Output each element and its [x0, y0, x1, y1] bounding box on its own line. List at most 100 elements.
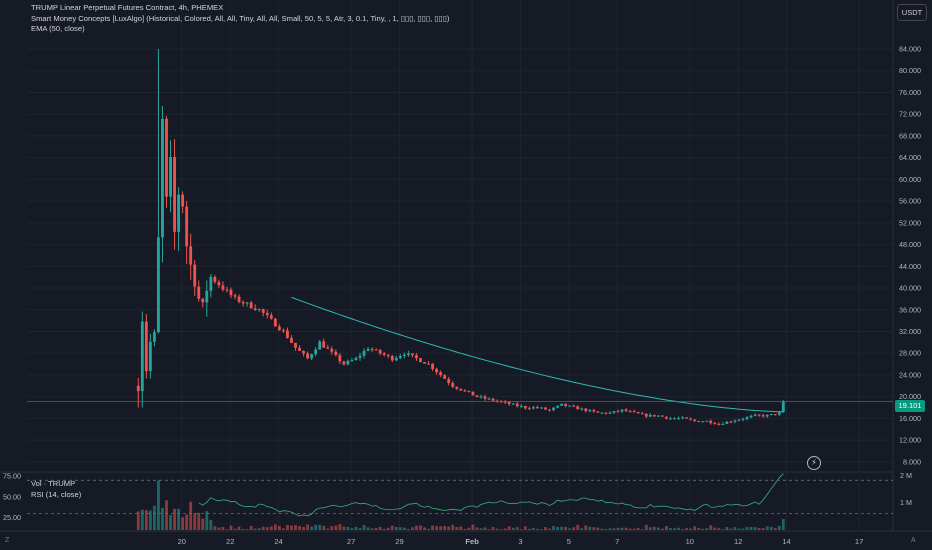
volume-bar [777, 525, 781, 530]
volume-bar [217, 527, 221, 530]
volume-bar [580, 528, 584, 530]
volume-bar [411, 527, 414, 530]
volume-bar [523, 526, 527, 530]
candle-body [161, 118, 164, 238]
volume-bar [669, 528, 672, 530]
candle-body [431, 363, 434, 369]
volume-bar [386, 527, 390, 530]
volume-pane-legend[interactable]: Vol · TRUMP [31, 479, 76, 488]
price-axis-label: 60.000 [899, 175, 921, 184]
volume-bar [290, 525, 293, 530]
candle-body [378, 349, 382, 354]
volume-bar [673, 528, 676, 530]
candle-body [427, 363, 430, 365]
candle-body [157, 237, 160, 333]
volume-bar [378, 526, 382, 530]
volume-bar [705, 528, 709, 530]
candle-body [322, 341, 326, 348]
volume-bar [499, 529, 503, 530]
candle-body [205, 290, 209, 303]
price-axis-label: 68.000 [899, 131, 921, 140]
volume-bar [406, 528, 410, 530]
candle-body [382, 353, 386, 355]
candle-body [136, 385, 140, 392]
candle-body [519, 406, 523, 408]
candle-body [229, 289, 233, 296]
volume-bar [604, 528, 608, 530]
candle-body [439, 372, 443, 376]
time-axis-label: 12 [734, 537, 742, 546]
candle-body [334, 351, 338, 356]
candle-body [447, 378, 451, 384]
rsi-axis-label: 25.00 [3, 513, 21, 522]
volume-bar [459, 526, 463, 530]
volume-bar [205, 511, 209, 530]
price-axis-label: 44.000 [899, 262, 921, 271]
candle-body [693, 419, 697, 422]
candle-body [503, 401, 507, 403]
candle-body [757, 414, 761, 416]
volume-bar [749, 526, 753, 530]
volume-bar [439, 526, 443, 530]
currency-button[interactable]: USDT [897, 4, 927, 21]
volume-bar [624, 527, 628, 530]
candle-body [636, 412, 640, 414]
volume-bar [757, 528, 761, 530]
volume-bar [765, 526, 769, 530]
candle-body [185, 206, 189, 247]
candle-body [181, 194, 185, 207]
candle-body [665, 416, 668, 419]
volume-bar [362, 525, 366, 530]
bolt-icon[interactable]: ⚡ [807, 456, 821, 470]
volume-bar [136, 511, 140, 530]
volume-bar [294, 525, 297, 530]
candle-body [487, 398, 491, 400]
timezone-z-label[interactable]: Z [5, 537, 10, 544]
candle-body [511, 403, 515, 405]
ema-line [291, 296, 784, 413]
candle-body [660, 415, 664, 417]
price-axis-label: 8.000 [903, 457, 921, 466]
volume-bar [544, 527, 547, 530]
candle-body [282, 330, 285, 332]
volume-bar [471, 524, 475, 530]
time-axis-label: 5 [567, 537, 571, 546]
candle-body [152, 332, 156, 342]
volume-bar [225, 529, 229, 530]
rsi-pane-legend[interactable]: RSI (14, close) [31, 490, 82, 499]
candle-body [314, 349, 318, 355]
volume-bar [483, 527, 487, 530]
volume-bar [402, 527, 406, 530]
candle-body [535, 407, 539, 409]
indicator-legend-smc[interactable]: Smart Money Concepts [LuxAlgo] (Historic… [31, 13, 450, 23]
price-axis-label: 20.000 [899, 392, 921, 401]
candle-body [479, 396, 483, 398]
price-axis-label: 52.000 [899, 218, 921, 227]
volume-bar [342, 526, 346, 530]
time-axis-label: 17 [855, 537, 863, 546]
candle-body [701, 421, 705, 423]
candle-body [402, 354, 406, 357]
auto-scale-a-label[interactable]: A [911, 537, 916, 544]
volume-bar [596, 527, 600, 530]
candle-body [148, 341, 152, 372]
volume-bar [527, 528, 531, 530]
candle-body [290, 338, 293, 343]
candle-body [761, 415, 765, 417]
volume-bar [519, 529, 523, 530]
price-axis-label: 32.000 [899, 327, 921, 336]
volume-bar [640, 529, 644, 530]
price-axis-label: 84.000 [899, 45, 921, 54]
indicator-legend-ema[interactable]: EMA (50, close) [31, 24, 85, 33]
volume-bar [689, 528, 693, 530]
candle-body [265, 312, 269, 316]
volume-bar [576, 524, 580, 530]
volume-bar [677, 527, 680, 530]
volume-bar [644, 525, 648, 530]
volume-bar [769, 526, 773, 530]
time-axis-label: 20 [178, 537, 186, 546]
candle-body [709, 420, 713, 424]
symbol-legend[interactable]: TRUMP Linear Perpetual Futures Contract,… [31, 3, 224, 12]
candle-body [556, 405, 559, 408]
